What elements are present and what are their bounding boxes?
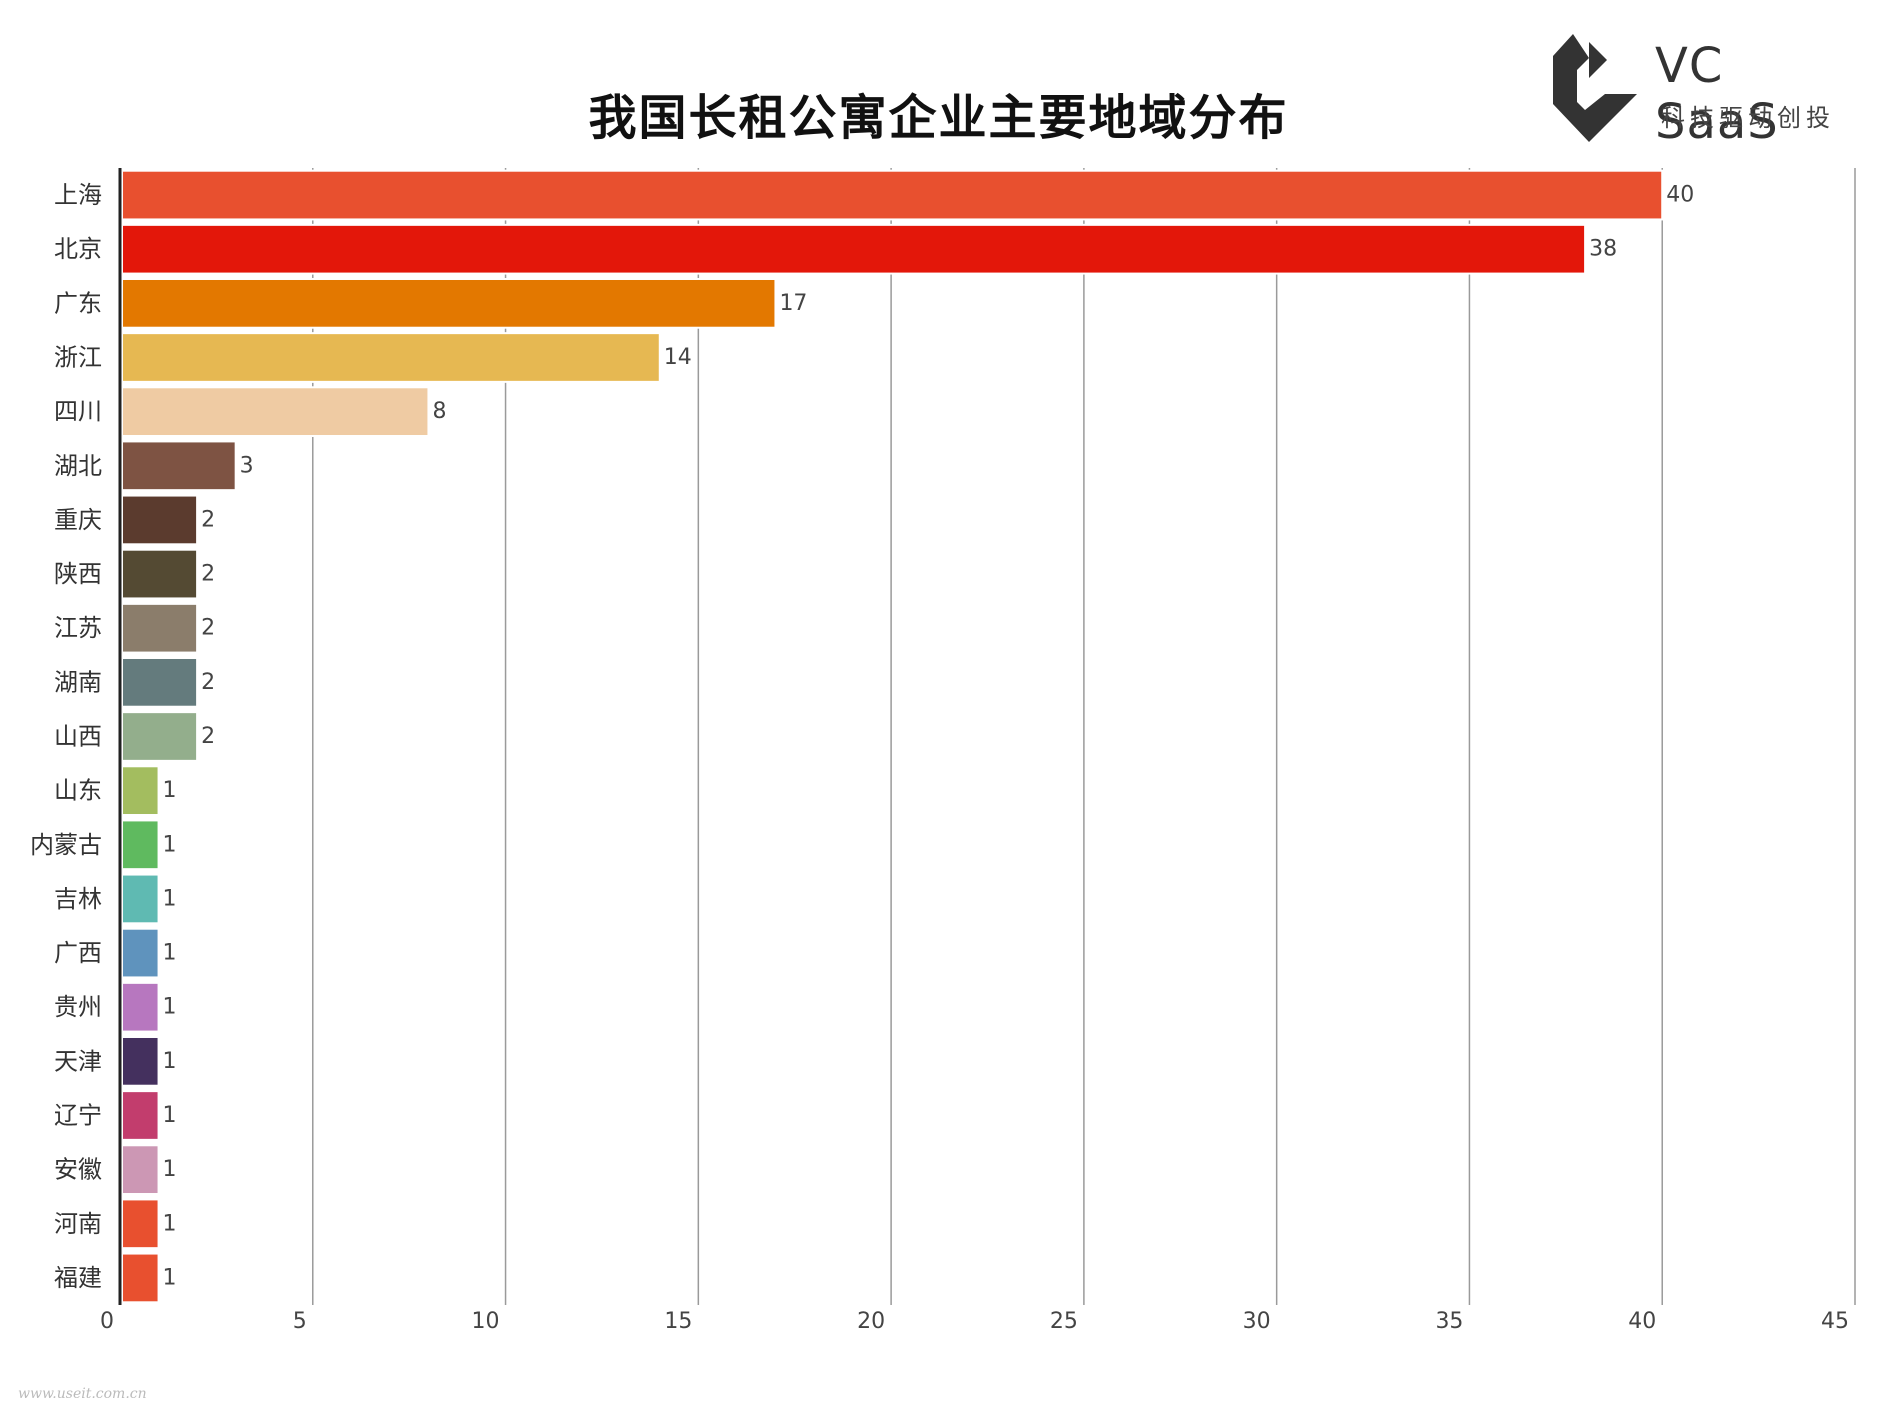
value-label: 14 xyxy=(664,345,692,370)
value-label: 8 xyxy=(432,399,446,424)
value-label: 17 xyxy=(779,291,807,316)
value-label: 2 xyxy=(201,562,215,587)
bar xyxy=(121,1035,160,1087)
value-label: 1 xyxy=(163,1211,177,1236)
x-tick-label: 20 xyxy=(857,1309,885,1334)
bar xyxy=(121,656,199,708)
category-label: 重庆 xyxy=(54,506,102,534)
value-label: 2 xyxy=(201,616,215,641)
value-label: 38 xyxy=(1589,237,1617,262)
x-tick-label: 25 xyxy=(1050,1309,1078,1334)
watermark: www.useit.com.cn xyxy=(18,1386,147,1402)
value-label: 2 xyxy=(201,507,215,532)
bar xyxy=(121,1144,160,1196)
category-label: 四川 xyxy=(54,398,102,426)
x-tick-label: 15 xyxy=(664,1309,692,1334)
value-label: 1 xyxy=(163,1049,177,1074)
x-tick-label: 5 xyxy=(293,1309,307,1334)
category-label: 陕西 xyxy=(54,560,102,588)
x-tick-label: 30 xyxy=(1243,1309,1271,1334)
category-label: 辽宁 xyxy=(54,1102,102,1130)
bar xyxy=(121,981,160,1033)
bar xyxy=(121,873,160,925)
category-label: 湖北 xyxy=(54,452,102,480)
bar xyxy=(121,494,199,546)
category-label: 北京 xyxy=(54,235,102,263)
category-label: 广东 xyxy=(54,289,102,317)
x-tick-label: 45 xyxy=(1821,1309,1849,1334)
bar xyxy=(121,1198,160,1250)
bar xyxy=(121,332,661,383)
x-tick-label: 35 xyxy=(1435,1309,1463,1334)
category-label: 天津 xyxy=(54,1047,102,1075)
value-label: 2 xyxy=(201,724,215,749)
grid-lines xyxy=(312,168,1856,1305)
bar xyxy=(121,927,160,979)
category-label: 福建 xyxy=(54,1264,102,1292)
category-label: 吉林 xyxy=(54,885,102,913)
value-label: 1 xyxy=(163,1157,177,1182)
category-label: 上海 xyxy=(54,181,102,209)
x-tick-label: 10 xyxy=(472,1309,500,1334)
bar xyxy=(121,440,237,492)
x-tick-label: 0 xyxy=(100,1309,114,1334)
category-label: 湖南 xyxy=(54,668,102,696)
x-tick-label: 40 xyxy=(1628,1309,1656,1334)
bar xyxy=(121,711,199,762)
value-label: 1 xyxy=(163,995,177,1020)
chart-title: 我国长租公寓企业主要地域分布 xyxy=(588,90,1289,146)
axes: 0 5 10 15 20 25 30 35 40 45 上海 40 北京 38 广东 17 浙江 14 四川 8 湖北 3… xyxy=(30,168,1849,1334)
bar xyxy=(121,819,160,871)
category-label: 浙江 xyxy=(54,344,102,372)
bar xyxy=(121,765,160,817)
bar xyxy=(121,548,199,600)
value-label: 1 xyxy=(163,941,177,966)
bar xyxy=(121,1090,160,1141)
value-label: 40 xyxy=(1666,183,1694,208)
brand-logo: VC SaaS 科技驱动创投 xyxy=(1545,28,1845,150)
bars xyxy=(121,169,1664,1304)
value-label: 1 xyxy=(163,832,177,857)
category-label: 山西 xyxy=(54,723,102,751)
logo-name: VC SaaS xyxy=(1655,38,1779,150)
bar xyxy=(121,223,1587,275)
logo-mark-icon xyxy=(1553,34,1637,142)
logo-tagline: 科技驱动创投 xyxy=(1661,104,1835,132)
value-label: 1 xyxy=(163,886,177,911)
value-label: 2 xyxy=(201,670,215,695)
category-label: 广西 xyxy=(54,939,102,967)
bar xyxy=(121,602,199,654)
bar xyxy=(121,386,430,438)
category-label: 山东 xyxy=(54,777,102,805)
value-label: 1 xyxy=(163,778,177,803)
bar xyxy=(121,277,777,329)
value-label: 1 xyxy=(163,1103,177,1128)
category-label: 江苏 xyxy=(54,614,102,642)
value-label: 3 xyxy=(240,453,254,478)
bar xyxy=(121,169,1664,221)
value-label: 1 xyxy=(163,1265,177,1290)
category-label: 河南 xyxy=(54,1210,102,1238)
category-label: 贵州 xyxy=(54,993,102,1021)
category-label: 安徽 xyxy=(54,1156,102,1184)
bar xyxy=(121,1252,160,1304)
category-label: 内蒙古 xyxy=(30,831,102,859)
